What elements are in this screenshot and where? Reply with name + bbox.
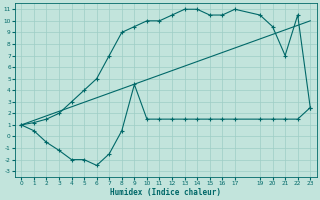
X-axis label: Humidex (Indice chaleur): Humidex (Indice chaleur) <box>110 188 221 197</box>
